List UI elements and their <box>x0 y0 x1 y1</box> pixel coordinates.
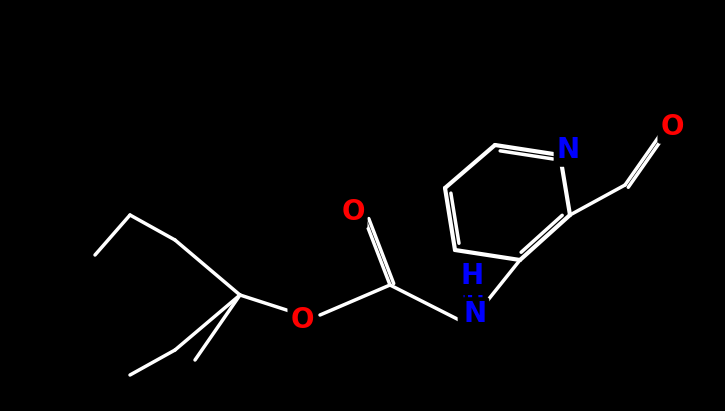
Text: O: O <box>341 198 365 226</box>
Text: N: N <box>463 300 486 328</box>
Text: O: O <box>660 113 684 141</box>
Text: O: O <box>290 306 314 334</box>
Text: N: N <box>556 136 579 164</box>
Text: H
N: H N <box>460 261 484 322</box>
Text: H: H <box>465 295 484 315</box>
